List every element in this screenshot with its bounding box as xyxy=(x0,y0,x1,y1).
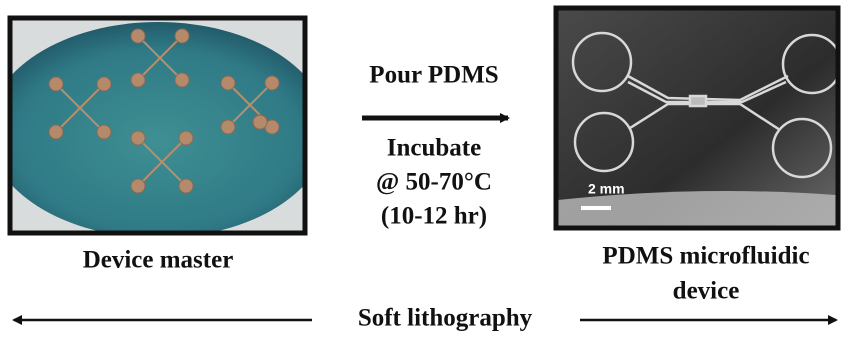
process-step: Incubate xyxy=(387,135,481,162)
process-step: @ 50-70°C xyxy=(376,169,492,196)
reservoir xyxy=(179,131,193,145)
panel-label: device xyxy=(673,278,740,305)
panel-label: Device master xyxy=(83,247,234,274)
reservoir xyxy=(131,73,145,87)
reservoir xyxy=(265,76,279,90)
reservoir xyxy=(97,125,111,139)
reservoir xyxy=(253,115,267,129)
reservoir xyxy=(49,77,63,91)
process-step: Pour PDMS xyxy=(369,62,498,89)
channel-center xyxy=(690,96,706,106)
reservoir xyxy=(175,73,189,87)
reservoir xyxy=(175,29,189,43)
footer-label: Soft lithography xyxy=(358,305,533,332)
reservoir xyxy=(131,131,145,145)
process-step: (10-12 hr) xyxy=(381,203,487,230)
reservoir xyxy=(179,179,193,193)
reservoir xyxy=(131,179,145,193)
scale-bar-label: 2 mm xyxy=(588,181,625,197)
reservoir xyxy=(49,125,63,139)
reservoir xyxy=(131,29,145,43)
reservoir xyxy=(221,76,235,90)
reservoir xyxy=(97,77,111,91)
figure: 2 mm Pour PDMS Incubate @ 50-70°C (10-12… xyxy=(0,0,842,337)
reservoir xyxy=(221,120,235,134)
pdms-device-photo: 2 mm xyxy=(558,10,841,226)
panel-label: PDMS microfluidic xyxy=(602,243,809,270)
device-master-photo xyxy=(0,20,328,238)
